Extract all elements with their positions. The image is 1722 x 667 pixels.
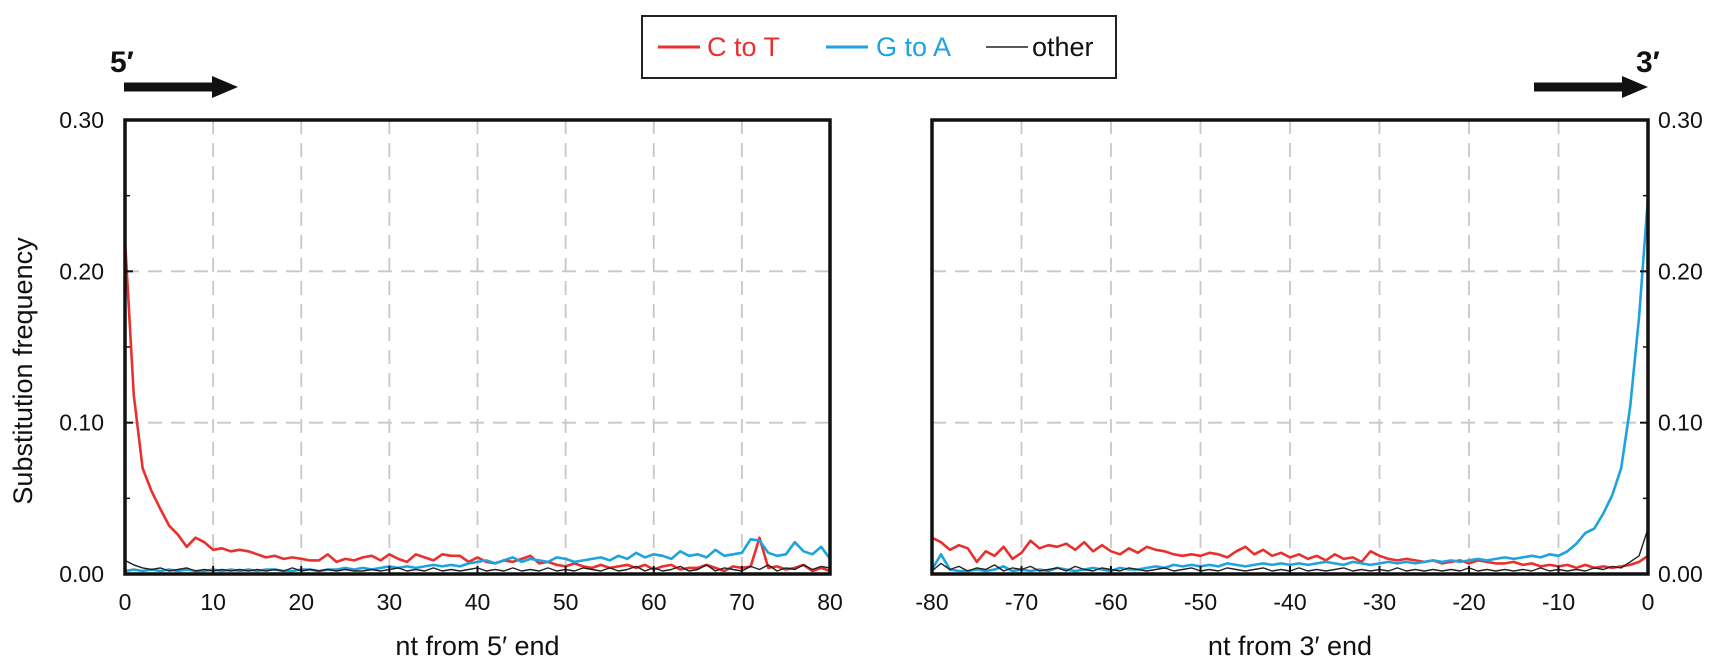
x-axis-label: nt from 3′ end: [1208, 631, 1372, 661]
y-tick-label: 0.00: [1658, 561, 1703, 587]
x-tick-label: -40: [1273, 589, 1306, 615]
legend-label-c-to-t: C to T: [707, 32, 780, 62]
x-tick-label: -60: [1094, 589, 1127, 615]
x-tick-label: 60: [641, 589, 667, 615]
legend-label-g-to-a: G to A: [876, 32, 951, 62]
x-tick-label: 70: [729, 589, 755, 615]
legend-box: [641, 15, 1117, 79]
x-tick-label: 0: [1642, 589, 1655, 615]
three-prime-marker: 3′: [1534, 46, 1660, 98]
x-tick-label: 10: [200, 589, 226, 615]
y-tick-label: 0.00: [59, 561, 104, 587]
x-tick-label: 80: [817, 589, 843, 615]
y-tick-label: 0.10: [1658, 410, 1703, 436]
five-prime-arrow-head: [212, 76, 238, 98]
x-tick-label: 20: [288, 589, 314, 615]
x-tick-label: -50: [1184, 589, 1217, 615]
y-tick-label: 0.30: [1658, 107, 1703, 133]
x-tick-label: -70: [1005, 589, 1038, 615]
y-tick-label: 0.30: [59, 107, 104, 133]
x-tick-label: 0: [119, 589, 132, 615]
y-tick-label: 0.20: [1658, 258, 1703, 284]
plot-frame: [123, 118, 832, 576]
x-tick-label: 30: [377, 589, 403, 615]
x-tick-label: 50: [553, 589, 579, 615]
x-tick-label: -20: [1452, 589, 1485, 615]
x-tick-label: -30: [1363, 589, 1396, 615]
panel-3-prime: -80 -70 -60 -50 -40 -30 -20 -10 00.00 0.10 0.20 0.3…: [915, 107, 1702, 661]
three-prime-label: 3′: [1636, 46, 1660, 79]
x-axis-label: nt from 5′ end: [395, 631, 559, 661]
legend-label-other: other: [1032, 32, 1094, 62]
x-tick-label: -80: [915, 589, 948, 615]
three-prime-arrow-head: [1622, 76, 1648, 98]
five-prime-label: 5′: [110, 46, 134, 79]
plot-frame: [930, 118, 1650, 576]
y-tick-label: 0.20: [59, 258, 104, 284]
series-line-g-to-a: [930, 197, 1650, 573]
legend: C to T G to A other: [641, 15, 1117, 79]
series-line-c-to-t: [123, 239, 831, 573]
y-tick-label: 0.10: [59, 410, 104, 436]
panel-5-prime: 0 10 20 30 40 50 60 70 80 0.00 0.10 0.20 0.30 nt from…: [59, 107, 843, 661]
y-axis-label: Substitution frequency: [8, 237, 38, 505]
series-line-c-to-t: [931, 536, 1649, 570]
x-tick-label: -10: [1542, 589, 1575, 615]
x-tick-label: 40: [465, 589, 491, 615]
five-prime-marker: 5′: [110, 46, 238, 98]
